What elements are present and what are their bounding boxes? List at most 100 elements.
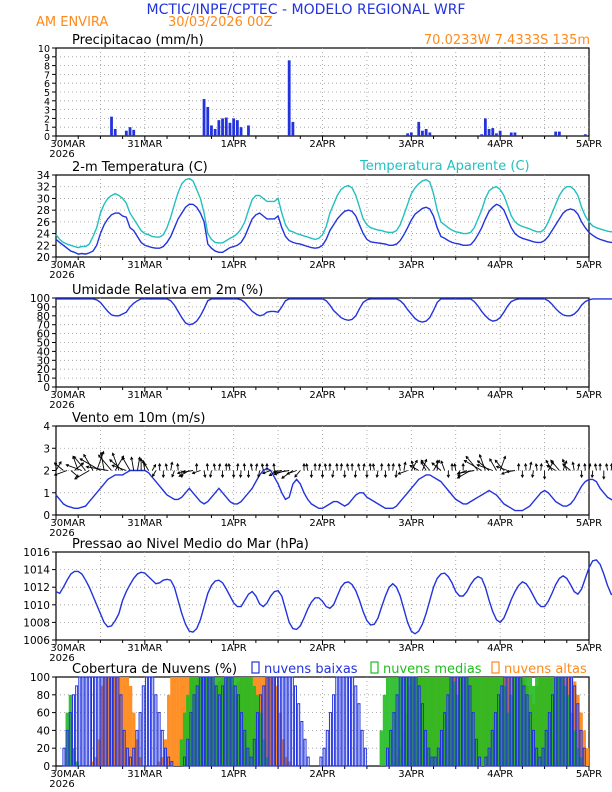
cloud-bar: [217, 694, 221, 767]
cloud-bar: [551, 694, 555, 767]
wind-vector-head: [218, 463, 222, 467]
precip-bar: [217, 120, 221, 136]
cloud-bar: [144, 676, 148, 767]
y-tick-label: 100: [30, 293, 50, 305]
cloud-bar: [582, 747, 586, 767]
cloud-bar: [474, 677, 479, 766]
cloud-bar: [443, 677, 447, 766]
wind-vector-head: [343, 474, 347, 479]
wind-vector-head: [157, 462, 162, 467]
cloud-bar: [249, 677, 253, 766]
cloud-bar: [227, 677, 231, 766]
cloud-bar: [233, 677, 237, 766]
wind-vector-head: [111, 452, 115, 456]
wind-vector: [454, 463, 457, 471]
cloud-bar: [395, 677, 399, 766]
cloud-bar: [132, 712, 136, 766]
cloud-bar: [408, 677, 412, 766]
wind-vector-head: [524, 462, 528, 467]
cloud-bar: [214, 677, 218, 766]
cloud-bar: [198, 676, 202, 767]
cloud-bar: [544, 677, 548, 766]
panel-title: Cobertura de Nuvens (%): [72, 662, 237, 677]
cloud-bar: [205, 677, 209, 766]
cloud-bar: [420, 703, 424, 767]
cloud-bar: [195, 685, 199, 767]
cloud-bar: [436, 747, 440, 767]
cloud-bar: [382, 694, 387, 766]
wind-vector-head: [577, 463, 581, 467]
cloud-bar: [284, 757, 288, 766]
legend-label: nuvens altas: [504, 662, 587, 677]
cloud-bar: [509, 676, 513, 767]
x-tick-label: 2APR: [309, 139, 335, 150]
x-tick-year: 2026: [49, 400, 74, 411]
x-tick-label: 5APR: [576, 518, 602, 529]
cloud-bar: [528, 677, 533, 766]
y-tick-label: 20: [37, 364, 50, 376]
y-tick-label: 5: [44, 88, 50, 99]
cloud-bar: [379, 730, 383, 766]
cloud-bar: [224, 677, 228, 766]
precip-bar: [202, 99, 206, 136]
wind-vector: [100, 452, 105, 471]
cloud-bar: [71, 748, 76, 766]
cloud-bar: [392, 712, 396, 767]
legend-label: nuvens medias: [383, 662, 482, 677]
cloud-bar: [211, 676, 215, 767]
header-title: MCTIC/INPE/CPTEC - MODELO REGIONAL WRF: [147, 2, 466, 18]
series-line: [56, 298, 612, 326]
wind-vector-head: [294, 474, 298, 478]
wind-vector-head: [79, 458, 83, 462]
legend-swatch: [370, 661, 379, 674]
cloud-bar: [208, 676, 212, 767]
cloud-bar: [484, 756, 488, 767]
cloud-bar: [506, 712, 510, 766]
wind-vector: [525, 463, 527, 471]
cloud-bar: [554, 676, 558, 767]
wind-vector: [112, 464, 127, 471]
wind-vector: [431, 462, 442, 471]
y-tick-label: 20: [37, 743, 50, 755]
wind-vector-head: [176, 471, 181, 475]
cloud-bar: [490, 729, 494, 767]
cloud-bar: [160, 729, 164, 767]
y-tick-label: 8: [44, 62, 50, 73]
cloud-bar: [354, 685, 358, 767]
cloud-bar: [462, 676, 466, 767]
cloud-bar: [344, 676, 348, 767]
cloud-bar: [262, 677, 266, 766]
precip-bar: [224, 117, 228, 136]
x-tick-year: 2026: [49, 653, 74, 664]
x-tick-label: 4APR: [487, 769, 513, 780]
cloud-bar: [481, 677, 485, 766]
wind-vector-head: [371, 463, 376, 467]
cloud-bar: [319, 756, 323, 767]
wind-vector-head: [505, 469, 510, 474]
y-tick-label: 100: [30, 672, 50, 684]
series-line: [55, 467, 612, 512]
x-tick-label: 3APR: [398, 260, 424, 271]
x-tick-year: 2026: [49, 779, 74, 790]
cloud-bar: [236, 694, 240, 767]
wind-vector-head: [98, 454, 102, 458]
cloud-bar: [443, 712, 447, 767]
cloud-bar: [297, 703, 301, 767]
cloud-bar: [519, 676, 523, 767]
cloud-bar: [148, 676, 152, 767]
wind-vector: [273, 463, 275, 471]
wind-vector-head: [224, 462, 228, 467]
x-tick-label: 31MAR: [127, 390, 162, 401]
wind-vector-head: [239, 474, 243, 479]
x-tick-label: 1APR: [221, 769, 247, 780]
cloud-bar: [122, 729, 126, 767]
wind-vector: [476, 464, 493, 471]
wind-vector: [74, 462, 84, 471]
wind-vector-head: [545, 459, 549, 463]
precip-bar: [247, 125, 250, 136]
precip-bar: [417, 121, 421, 136]
wind-vector: [243, 463, 246, 471]
y-tick-label: 6: [44, 79, 50, 90]
y-tick-label: 1: [44, 123, 50, 134]
